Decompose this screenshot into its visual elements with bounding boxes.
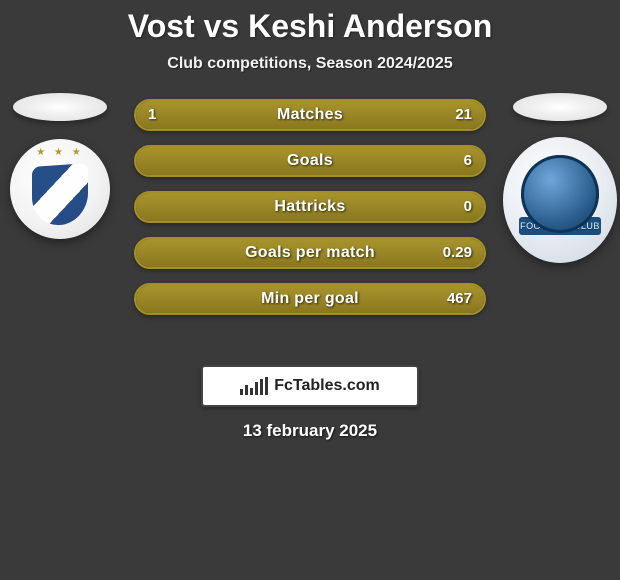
stat-value-right: 0 [464,193,472,221]
stat-value-right: 467 [447,285,472,313]
stat-label: Goals per match [136,239,484,267]
chart-icon [240,377,268,395]
comparison-card: Vost vs Keshi Anderson Club competitions… [0,0,620,441]
stat-value-left: 1 [148,101,156,129]
right-player-column: FOOTBALL CLUB [500,93,620,263]
left-player-column [0,93,120,239]
stat-row: Matches1 21 [134,99,486,131]
player2-club-badge: FOOTBALL CLUB [503,137,617,263]
stat-value-right: 21 [455,101,472,129]
player1-name: Vost [128,8,195,44]
vs-label: vs [204,8,240,44]
player2-name: Keshi Anderson [248,8,492,44]
subtitle: Club competitions, Season 2024/2025 [0,55,620,73]
stat-label: Min per goal [136,285,484,313]
stat-row: Min per goal467 [134,283,486,315]
stat-label: Goals [136,147,484,175]
stat-row: Goals6 [134,145,486,177]
player1-club-badge [10,139,110,239]
stat-row: Goals per match0.29 [134,237,486,269]
date-label: 13 february 2025 [0,421,620,441]
stat-label: Hattricks [136,193,484,221]
stat-bars: Matches1 21 Goals6 Hattricks0 Goals per matc… [134,99,486,329]
comparison-main: FOOTBALL CLUB Matches121Goals6Hattricks0… [0,99,620,359]
stat-value-right: 6 [464,147,472,175]
brand-text: FcTables.com [274,377,380,395]
brand-badge: FcTables.com [201,365,419,407]
player1-avatar [13,93,107,121]
club-ribbon: FOOTBALL CLUB [519,217,601,235]
stat-row: Hattricks0 [134,191,486,223]
player2-avatar [513,93,607,121]
stat-value-right: 0.29 [443,239,472,267]
stat-label: Matches [136,101,484,129]
page-title: Vost vs Keshi Anderson [0,8,620,45]
